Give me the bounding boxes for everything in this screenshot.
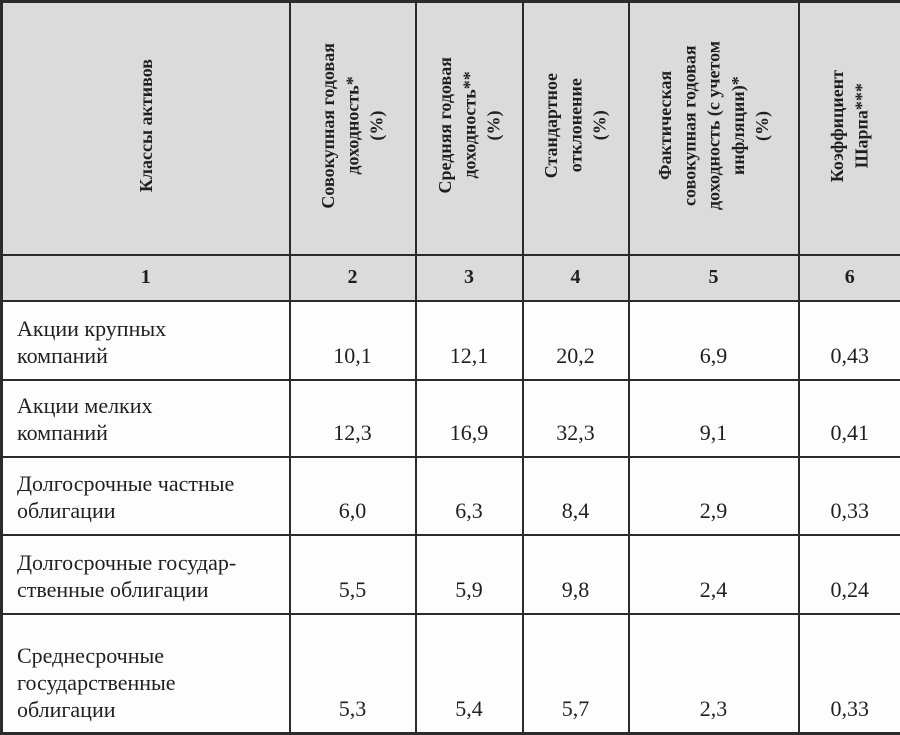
cell-value: 0,43 — [797, 299, 900, 381]
cell-value: 5,5 — [288, 533, 417, 615]
header-real-total-annual-return-label: Фактическая совокупная годовая доходност… — [654, 41, 772, 211]
row-label: Долгосрочные частные облигации — [0, 455, 291, 536]
row-label: Акции крупных компаний — [0, 299, 291, 381]
cell-value: 5,3 — [288, 612, 417, 735]
cell-value: 10,1 — [288, 299, 417, 381]
cell-value: 0,33 — [797, 455, 900, 536]
table-row-small-company-stocks: Акции мелких компаний 12,3 16,9 32,3 9,1… — [0, 378, 900, 458]
cell-value: 12,1 — [414, 299, 524, 381]
cell-value: 6,3 — [414, 455, 524, 536]
cell-value: 2,3 — [627, 612, 800, 735]
row-label: Акции мелких компаний — [0, 378, 291, 458]
table-row-large-company-stocks: Акции крупных компаний 10,1 12,1 20,2 6,… — [0, 299, 900, 381]
cell-value: 32,3 — [521, 378, 630, 458]
cell-value: 0,33 — [797, 612, 900, 735]
header-average-annual-return: Средняя годовая доходность** (%) — [414, 0, 524, 256]
header-average-annual-return-label: Средняя годовая доходность** (%) — [434, 57, 504, 195]
cell-value: 9,1 — [627, 378, 800, 458]
cell-value: 6,9 — [627, 299, 800, 381]
column-number-2: 2 — [288, 253, 417, 302]
column-number-3: 3 — [414, 253, 524, 302]
cell-value: 20,2 — [521, 299, 630, 381]
header-real-total-annual-return: Фактическая совокупная годовая доходност… — [627, 0, 800, 256]
cell-value: 16,9 — [414, 378, 524, 458]
cell-value: 8,4 — [521, 455, 630, 536]
header-total-annual-return-label: Совокупная годовая доходность* (%) — [318, 42, 387, 209]
column-number-6: 6 — [797, 253, 900, 302]
table-row-longterm-corporate-bonds: Долгосрочные частные облигации 6,0 6,3 8… — [0, 455, 900, 536]
header-total-annual-return: Совокупная годовая доходность* (%) — [288, 0, 417, 256]
header-asset-classes: Классы активов — [0, 0, 291, 256]
cell-value: 2,4 — [627, 533, 800, 615]
table-row-midterm-government-bonds: Среднесрочные государственные облигации … — [0, 612, 900, 735]
column-number-row: 1 2 3 4 5 6 — [0, 253, 900, 302]
row-label: Среднесрочные государственные облигации — [0, 612, 291, 735]
cell-value: 0,24 — [797, 533, 900, 615]
cell-value: 5,7 — [521, 612, 630, 735]
cell-value: 12,3 — [288, 378, 417, 458]
cell-value: 5,9 — [414, 533, 524, 615]
cell-value: 0,41 — [797, 378, 900, 458]
column-number-4: 4 — [521, 253, 630, 302]
table-row-longterm-government-bonds: Долгосрочные государ- ственные облигации… — [0, 533, 900, 615]
cell-value: 9,8 — [521, 533, 630, 615]
cell-value: 5,4 — [414, 612, 524, 735]
column-number-5: 5 — [627, 253, 800, 302]
cell-value: 2,9 — [627, 455, 800, 536]
cell-value: 6,0 — [288, 455, 417, 536]
column-number-1: 1 — [0, 253, 291, 302]
header-sharpe-ratio-label: Коэффициент Шарпа*** — [827, 69, 872, 182]
header-standard-deviation: Стандартное отклонение (%) — [521, 0, 630, 256]
header-row: Классы активов Совокупная годовая доходн… — [0, 0, 900, 256]
header-asset-classes-label: Классы активов — [135, 59, 156, 193]
header-sharpe-ratio: Коэффициент Шарпа*** — [797, 0, 900, 256]
header-standard-deviation-label: Стандартное отклонение (%) — [541, 73, 610, 179]
row-label: Долгосрочные государ- ственные облигации — [0, 533, 291, 615]
